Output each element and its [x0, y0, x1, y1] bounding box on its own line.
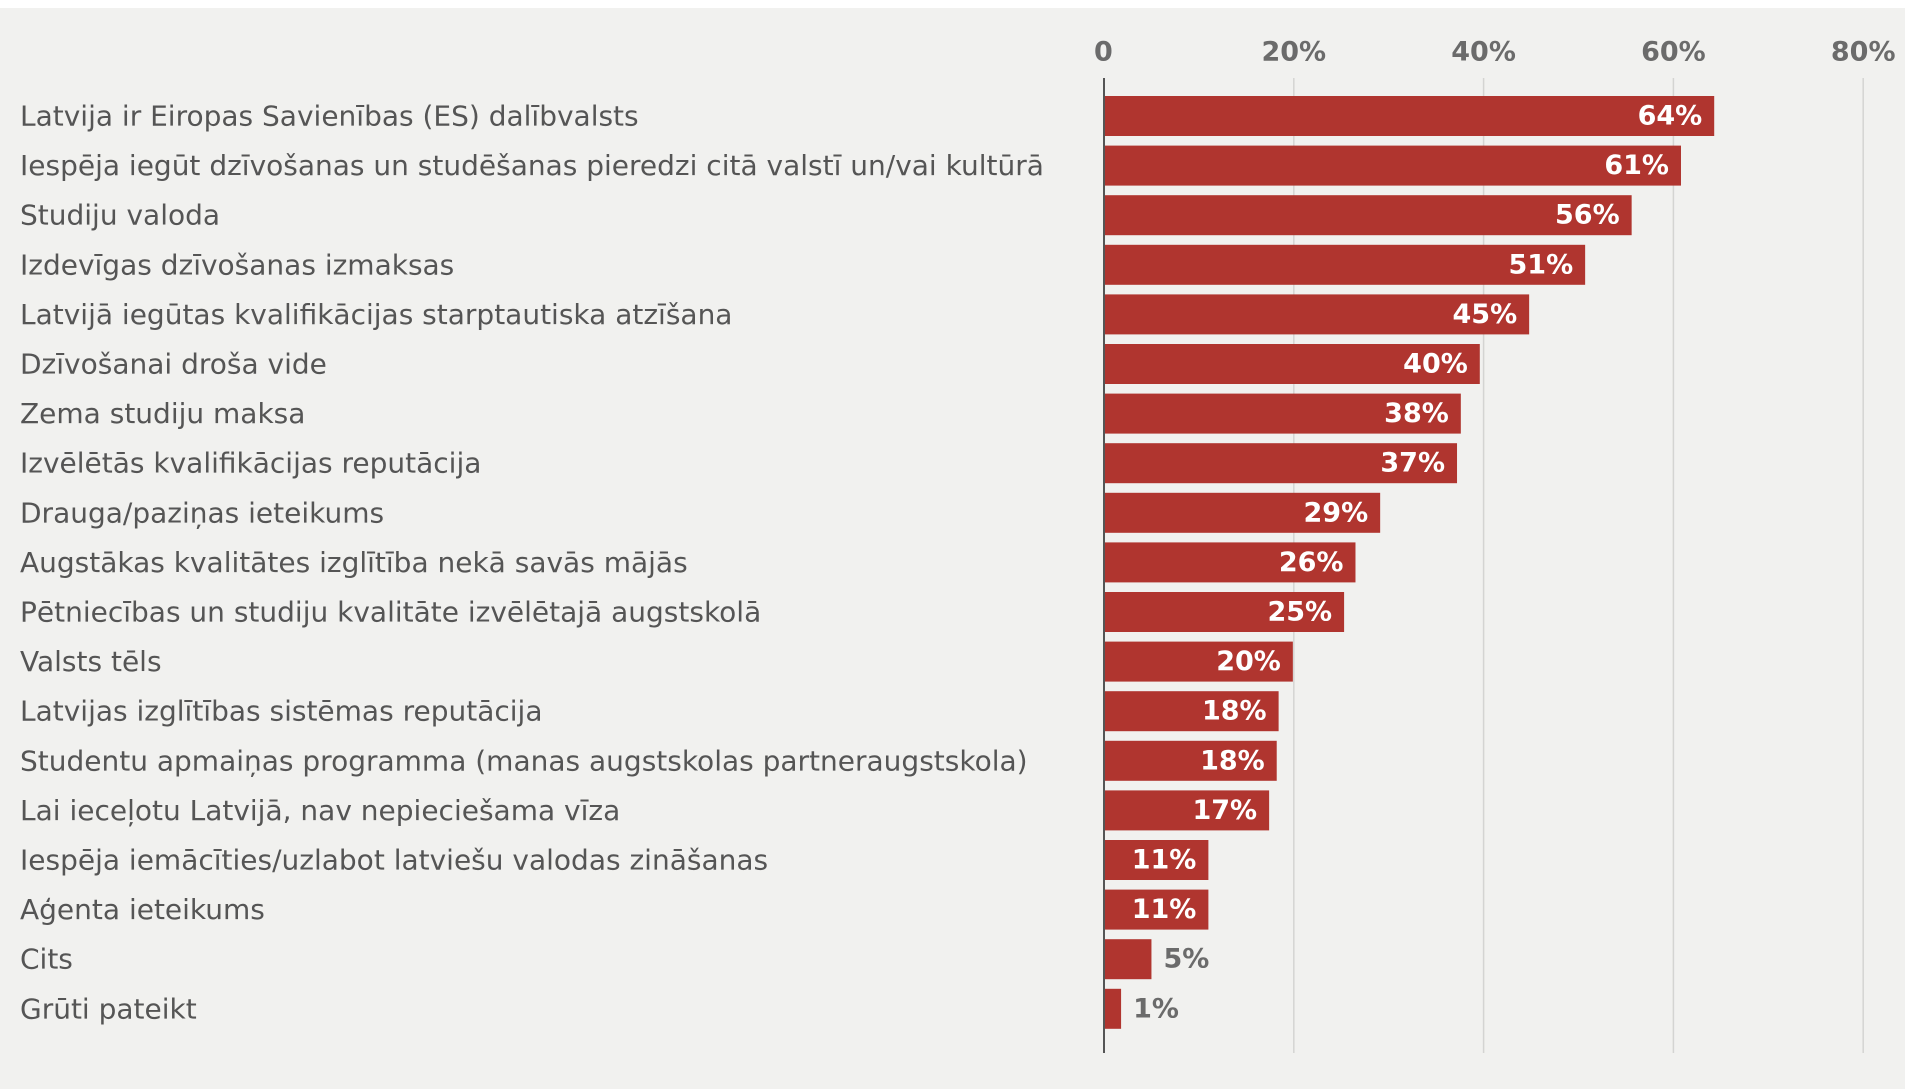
bar: [1104, 294, 1530, 335]
bar: [1104, 244, 1586, 285]
x-tick-label: 0: [1094, 37, 1113, 68]
category-label: Aģenta ieteikums: [20, 893, 265, 926]
bar-chart: 0 20% 40% 60% 80% Latvija ir Eiropas Savienī…: [20, 37, 1896, 1053]
bar: [1104, 939, 1152, 980]
value-label: 51%: [1509, 249, 1574, 280]
value-label: 29%: [1304, 497, 1369, 528]
value-label: 18%: [1200, 745, 1265, 776]
bar: [1104, 542, 1356, 583]
category-label: Valsts tēls: [20, 645, 162, 678]
bar: [1104, 691, 1279, 732]
category-label: Augstākas kvalitātes izglītība nekā savā…: [20, 546, 688, 579]
x-tick-label: 80%: [1831, 37, 1896, 68]
category-label: Pētniecības un studiju kvalitāte izvēlēt…: [20, 596, 761, 629]
value-label: 17%: [1192, 795, 1257, 826]
bar: [1104, 592, 1345, 632]
bar: [1104, 344, 1480, 384]
bar: [1104, 840, 1209, 880]
value-label: 25%: [1267, 597, 1332, 628]
value-label: 11%: [1132, 845, 1197, 876]
bar: [1104, 988, 1122, 1029]
category-label: Latvijā iegūtas kvalifikācijas starptaut…: [20, 298, 732, 331]
bar: [1104, 889, 1209, 930]
bar: [1104, 790, 1270, 831]
value-label: 18%: [1202, 696, 1267, 727]
value-label: 5%: [1163, 944, 1209, 975]
value-label: 45%: [1453, 299, 1518, 330]
value-label: 38%: [1384, 398, 1449, 429]
value-label: 11%: [1132, 894, 1197, 925]
value-label: 1%: [1133, 993, 1179, 1024]
bar: [1104, 443, 1458, 484]
x-tick-label: 60%: [1641, 37, 1706, 68]
category-label: Lai ieceļotu Latvijā, nav nepieciešama v…: [20, 794, 620, 827]
bar: [1104, 195, 1632, 236]
category-label: Drauga/paziņas ieteikums: [20, 496, 384, 529]
value-label: 56%: [1555, 200, 1620, 231]
bar: [1104, 740, 1277, 781]
category-label: Grūti pateikt: [20, 992, 197, 1025]
x-axis-ticks: 0 20% 40% 60% 80%: [1094, 37, 1896, 68]
chart-area: 0 20% 40% 60% 80% Latvija ir Eiropas Savienī…: [0, 8, 1905, 1089]
bar: [1104, 145, 1681, 186]
value-label: 20%: [1216, 646, 1281, 677]
bar: [1104, 492, 1381, 533]
category-label: Izvēlētās kvalifikācijas reputācija: [20, 447, 481, 480]
bars: [1104, 96, 1715, 1029]
category-label: Izdevīgas dzīvošanas izmaksas: [20, 248, 454, 281]
x-tick-label: 40%: [1451, 37, 1516, 68]
category-label: Latvija ir Eiropas Savienības (ES) dalīb…: [20, 100, 639, 133]
bar: [1104, 96, 1715, 136]
bar: [1104, 641, 1293, 682]
category-label: Iespēja iegūt dzīvošanas un studēšanas p…: [20, 149, 1044, 182]
value-label: 61%: [1604, 150, 1669, 181]
category-label: Iespēja iemācīties/uzlabot latviešu valo…: [20, 844, 768, 877]
category-label: Zema studiju maksa: [20, 397, 305, 430]
value-labels: 64% 61% 56% 51% 45% 40% 38% 37% 29% 26% 25% 20% 18% 1…: [1132, 101, 1702, 1025]
category-label: Studentu apmaiņas programma (manas augst…: [20, 744, 1028, 777]
category-label: Studiju valoda: [20, 199, 220, 232]
value-label: 37%: [1380, 448, 1445, 479]
category-label: Latvijas izglītības sistēmas reputācija: [20, 695, 542, 728]
value-label: 64%: [1638, 101, 1703, 132]
category-labels: Latvija ir Eiropas Savienības (ES) dalīb…: [20, 100, 1044, 1026]
category-label: Cits: [20, 943, 73, 976]
value-label: 40%: [1403, 349, 1468, 380]
value-label: 26%: [1279, 547, 1344, 578]
bar: [1104, 393, 1461, 434]
x-tick-label: 20%: [1261, 37, 1326, 68]
category-label: Dzīvošanai droša vide: [20, 348, 327, 381]
